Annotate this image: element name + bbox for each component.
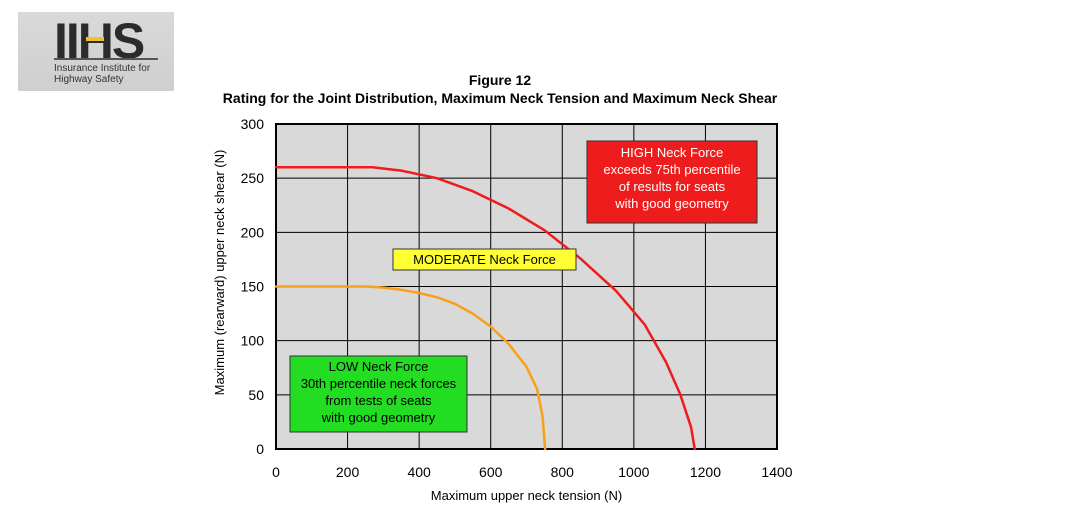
y-tick-label: 150 <box>241 279 265 295</box>
logo-text: Insurance Institute for Highway Safety <box>54 63 151 85</box>
y-tick-label: 250 <box>241 170 265 186</box>
x-tick-label: 0 <box>272 464 280 480</box>
moderate-zone-box <box>392 248 577 271</box>
x-tick-label: 1200 <box>690 464 721 480</box>
low-zone-box <box>289 355 468 433</box>
y-tick-label: 100 <box>241 333 265 349</box>
figure-title: Rating for the Joint Distribution, Maxim… <box>222 90 778 106</box>
figure-number: Figure 12 <box>468 72 532 88</box>
logo-divider <box>54 58 158 60</box>
x-tick-label: 200 <box>336 464 360 480</box>
y-tick-label: 300 <box>241 116 265 132</box>
x-tick-label: 1000 <box>618 464 649 480</box>
high-zone-label: of results for seats <box>619 179 726 194</box>
y-tick-label: 0 <box>256 441 264 457</box>
moderate-zone-label: MODERATE Neck Force <box>413 252 556 267</box>
iihs-logo: IIHS Insurance Institute for Highway Saf… <box>18 12 174 91</box>
series-curve-1 <box>274 285 547 451</box>
low-zone-label: LOW Neck Force <box>329 359 429 374</box>
x-tick-label: 400 <box>407 464 431 480</box>
low-zone-label: from tests of seats <box>325 393 432 408</box>
x-tick-label: 600 <box>479 464 503 480</box>
y-axis-label: Maximum (rearward) upper neck shear (N) <box>212 150 227 396</box>
high-zone-label: exceeds 75th percentile <box>603 162 740 177</box>
high-zone-label: HIGH Neck Force <box>621 145 724 160</box>
series-curve-2 <box>274 166 696 451</box>
logo-mark: IIHS <box>54 13 145 69</box>
x-tick-label: 1400 <box>761 464 792 480</box>
low-zone-label: with good geometry <box>321 410 436 425</box>
y-tick-label: 50 <box>248 387 264 403</box>
x-tick-label: 800 <box>551 464 575 480</box>
high-zone-label: with good geometry <box>614 196 729 211</box>
x-axis-label: Maximum upper neck tension (N) <box>431 488 622 503</box>
high-zone-box <box>586 140 758 224</box>
y-tick-label: 200 <box>241 224 265 240</box>
low-zone-label: 30th percentile neck forces <box>301 376 457 391</box>
